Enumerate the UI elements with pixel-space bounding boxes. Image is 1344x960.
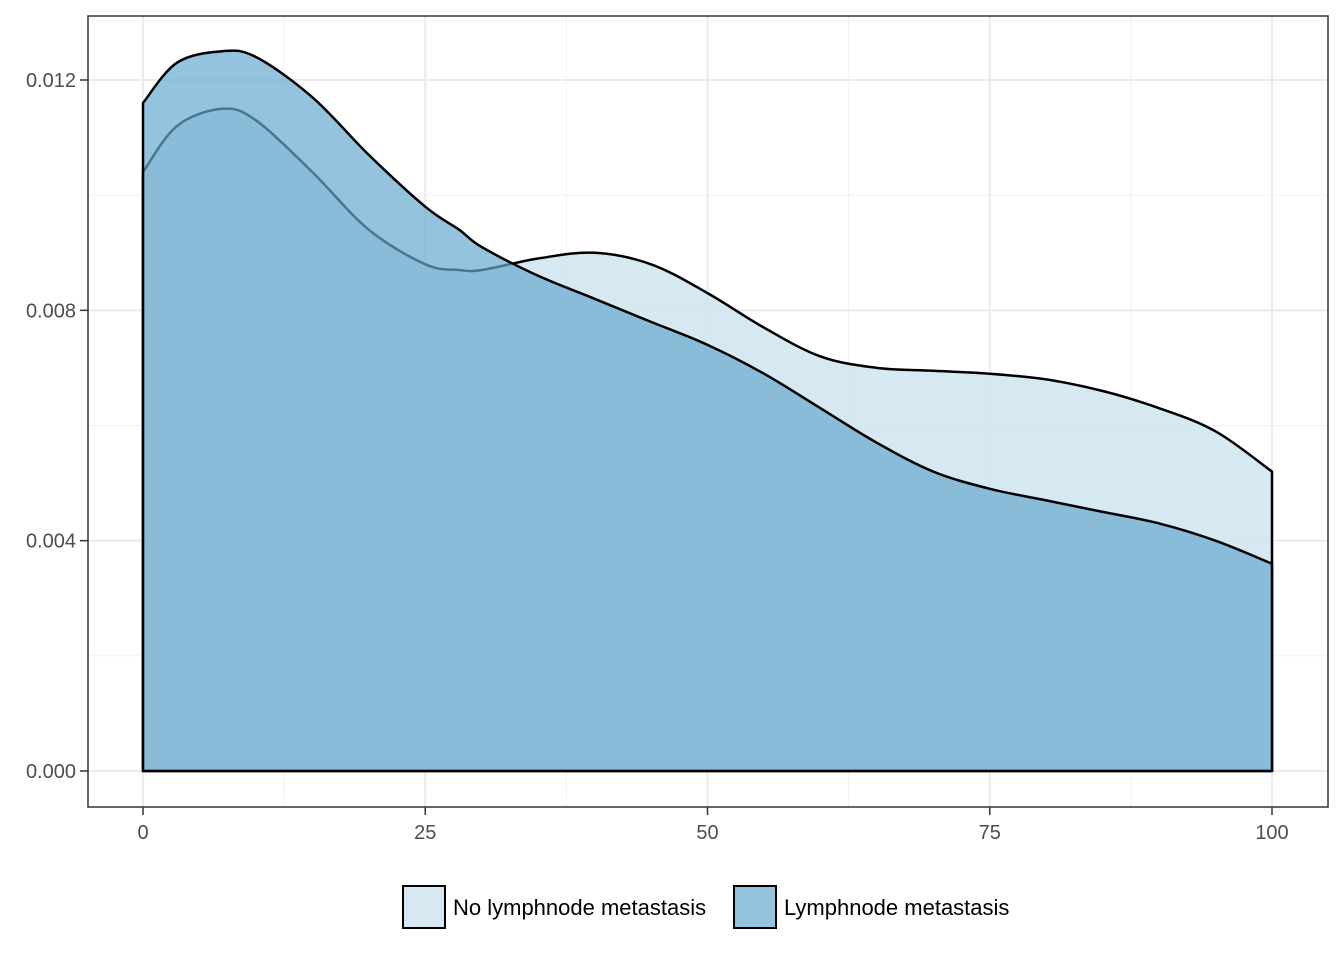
y-tick-label: 0.008 [26, 300, 76, 322]
x-tick-label: 75 [979, 822, 1001, 844]
density-area-lymphnode-metastasis [141, 49, 1274, 773]
legend-key-no-lymphnode-metastasis [402, 885, 446, 929]
x-tick-label: 0 [137, 822, 148, 844]
legend-key-lymphnode-metastasis [733, 885, 777, 929]
axes: 0 25 50 75 100 0.000 0.004 0.008 0.012 [26, 70, 1289, 844]
legend: No lymphnode metastasis Lymphnode metast… [402, 885, 1009, 929]
legend-label-lymphnode-metastasis: Lymphnode metastasis [784, 895, 1009, 920]
x-tick-label: 50 [696, 822, 718, 844]
y-tick-label: 0.000 [26, 761, 76, 783]
density-areas [141, 49, 1274, 773]
y-tick-label: 0.004 [26, 531, 76, 553]
y-tick-label: 0.012 [26, 70, 76, 92]
x-tick-label: 25 [414, 822, 436, 844]
legend-label-no-lymphnode-metastasis: No lymphnode metastasis [453, 895, 706, 920]
x-tick-label: 100 [1255, 822, 1288, 844]
